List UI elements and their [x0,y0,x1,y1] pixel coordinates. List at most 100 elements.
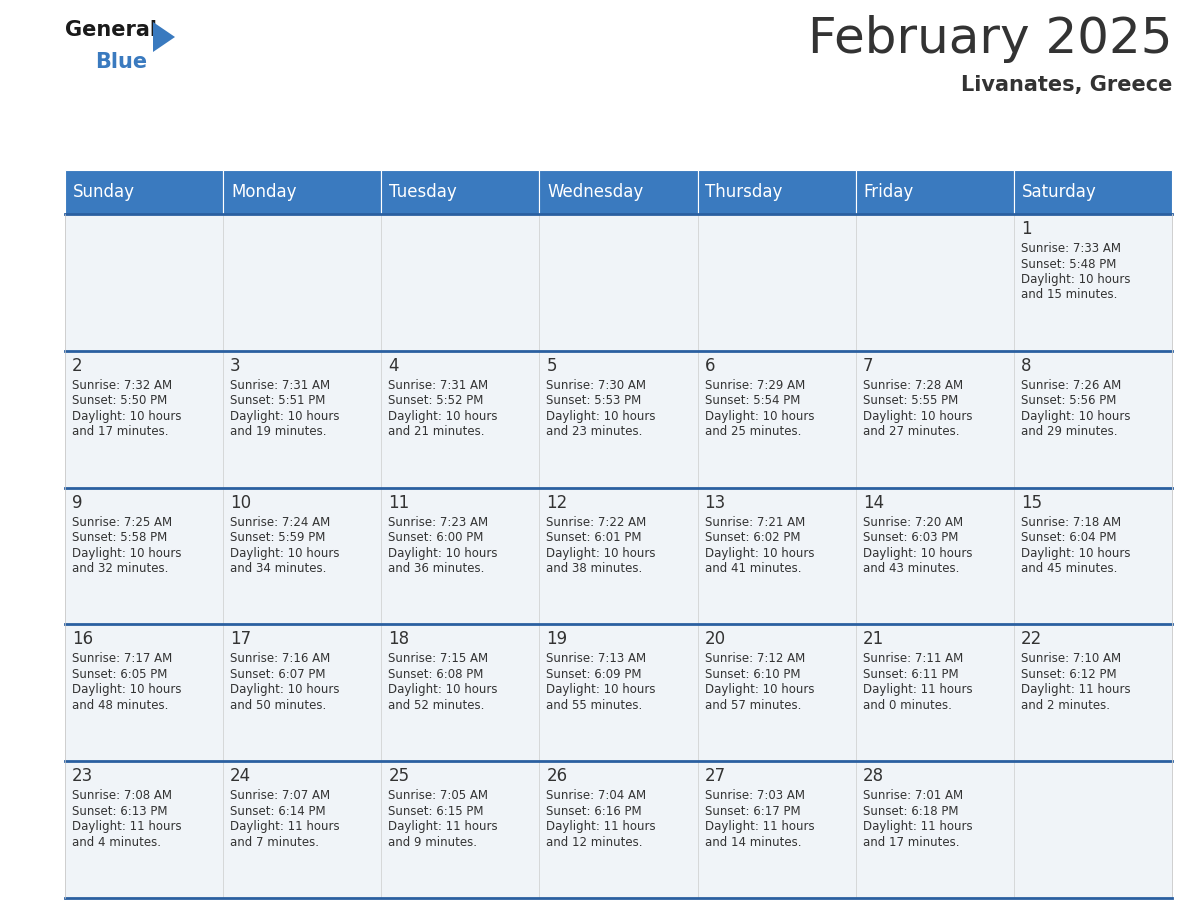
Polygon shape [153,22,175,52]
Text: 4: 4 [388,357,399,375]
Text: Daylight: 10 hours: Daylight: 10 hours [72,683,182,697]
Text: Sunset: 5:52 PM: Sunset: 5:52 PM [388,395,484,408]
Text: Sunset: 6:07 PM: Sunset: 6:07 PM [230,668,326,681]
Text: Daylight: 11 hours: Daylight: 11 hours [388,820,498,834]
Text: and 17 minutes.: and 17 minutes. [862,835,959,849]
Text: 8: 8 [1020,357,1031,375]
Bar [539,487,697,624]
Bar [697,624,855,761]
Text: Daylight: 10 hours: Daylight: 10 hours [230,546,340,560]
Text: Sunrise: 7:10 AM: Sunrise: 7:10 AM [1020,653,1121,666]
Text: 26: 26 [546,767,568,785]
Text: Daylight: 10 hours: Daylight: 10 hours [1020,409,1130,423]
Text: 5: 5 [546,357,557,375]
Text: Daylight: 11 hours: Daylight: 11 hours [862,683,972,697]
Text: 1: 1 [1020,220,1031,238]
Text: and 21 minutes.: and 21 minutes. [388,425,485,438]
Text: and 23 minutes.: and 23 minutes. [546,425,643,438]
Bar [223,170,381,214]
Bar [1013,624,1173,761]
Text: Sunset: 6:12 PM: Sunset: 6:12 PM [1020,668,1117,681]
Bar [381,351,539,487]
Text: Sunset: 6:05 PM: Sunset: 6:05 PM [72,668,168,681]
Text: Sunrise: 7:21 AM: Sunrise: 7:21 AM [704,516,804,529]
Text: 13: 13 [704,494,726,511]
Text: Daylight: 10 hours: Daylight: 10 hours [704,546,814,560]
Bar [65,487,223,624]
Text: Tuesday: Tuesday [390,183,457,201]
Bar [65,351,223,487]
Text: Sunrise: 7:11 AM: Sunrise: 7:11 AM [862,653,963,666]
Text: Sunday: Sunday [72,183,135,201]
Text: Sunset: 6:08 PM: Sunset: 6:08 PM [388,668,484,681]
Bar [697,487,855,624]
Text: 20: 20 [704,631,726,648]
Text: General: General [65,20,157,40]
Text: Sunset: 5:51 PM: Sunset: 5:51 PM [230,395,326,408]
Bar [381,487,539,624]
Text: and 52 minutes.: and 52 minutes. [388,699,485,711]
Text: and 55 minutes.: and 55 minutes. [546,699,643,711]
Text: and 45 minutes.: and 45 minutes. [1020,562,1117,575]
Bar [539,624,697,761]
Bar [1013,214,1173,351]
Text: Sunset: 6:15 PM: Sunset: 6:15 PM [388,805,484,818]
Bar [697,761,855,898]
Bar [1013,761,1173,898]
Text: Sunset: 6:03 PM: Sunset: 6:03 PM [862,532,958,544]
Text: Daylight: 10 hours: Daylight: 10 hours [388,409,498,423]
Text: 12: 12 [546,494,568,511]
Text: Sunset: 6:00 PM: Sunset: 6:00 PM [388,532,484,544]
Text: Daylight: 10 hours: Daylight: 10 hours [862,546,972,560]
Text: Sunrise: 7:24 AM: Sunrise: 7:24 AM [230,516,330,529]
Text: 21: 21 [862,631,884,648]
Text: Sunset: 6:02 PM: Sunset: 6:02 PM [704,532,800,544]
Bar [855,214,1013,351]
Bar [223,624,381,761]
Text: 28: 28 [862,767,884,785]
Text: Sunset: 5:54 PM: Sunset: 5:54 PM [704,395,800,408]
Text: Sunrise: 7:18 AM: Sunrise: 7:18 AM [1020,516,1121,529]
Bar [65,214,223,351]
Text: 27: 27 [704,767,726,785]
Text: Sunset: 5:55 PM: Sunset: 5:55 PM [862,395,958,408]
Text: 14: 14 [862,494,884,511]
Bar [697,214,855,351]
Text: Sunrise: 7:08 AM: Sunrise: 7:08 AM [72,789,172,802]
Text: 9: 9 [72,494,82,511]
Text: Sunrise: 7:23 AM: Sunrise: 7:23 AM [388,516,488,529]
Text: Sunset: 6:01 PM: Sunset: 6:01 PM [546,532,642,544]
Bar [223,487,381,624]
Text: 17: 17 [230,631,252,648]
Bar [381,761,539,898]
Text: Daylight: 10 hours: Daylight: 10 hours [862,409,972,423]
Bar [855,624,1013,761]
Text: Wednesday: Wednesday [548,183,644,201]
Text: and 50 minutes.: and 50 minutes. [230,699,327,711]
Bar [1013,170,1173,214]
Text: Sunset: 6:11 PM: Sunset: 6:11 PM [862,668,959,681]
Text: February 2025: February 2025 [808,15,1173,63]
Text: 19: 19 [546,631,568,648]
Text: Sunset: 6:14 PM: Sunset: 6:14 PM [230,805,326,818]
Text: Daylight: 10 hours: Daylight: 10 hours [1020,546,1130,560]
Text: Sunset: 6:13 PM: Sunset: 6:13 PM [72,805,168,818]
Text: Sunrise: 7:12 AM: Sunrise: 7:12 AM [704,653,804,666]
Text: Sunrise: 7:31 AM: Sunrise: 7:31 AM [388,379,488,392]
Text: Thursday: Thursday [706,183,783,201]
Text: Daylight: 11 hours: Daylight: 11 hours [230,820,340,834]
Text: 15: 15 [1020,494,1042,511]
Text: 6: 6 [704,357,715,375]
Text: and 4 minutes.: and 4 minutes. [72,835,162,849]
Text: Sunrise: 7:31 AM: Sunrise: 7:31 AM [230,379,330,392]
Bar [855,351,1013,487]
Text: and 57 minutes.: and 57 minutes. [704,699,801,711]
Text: Sunrise: 7:30 AM: Sunrise: 7:30 AM [546,379,646,392]
Text: Sunrise: 7:04 AM: Sunrise: 7:04 AM [546,789,646,802]
Bar [381,624,539,761]
Text: Sunset: 5:50 PM: Sunset: 5:50 PM [72,395,168,408]
Text: and 48 minutes.: and 48 minutes. [72,699,169,711]
Bar [539,214,697,351]
Text: 3: 3 [230,357,241,375]
Text: and 7 minutes.: and 7 minutes. [230,835,320,849]
